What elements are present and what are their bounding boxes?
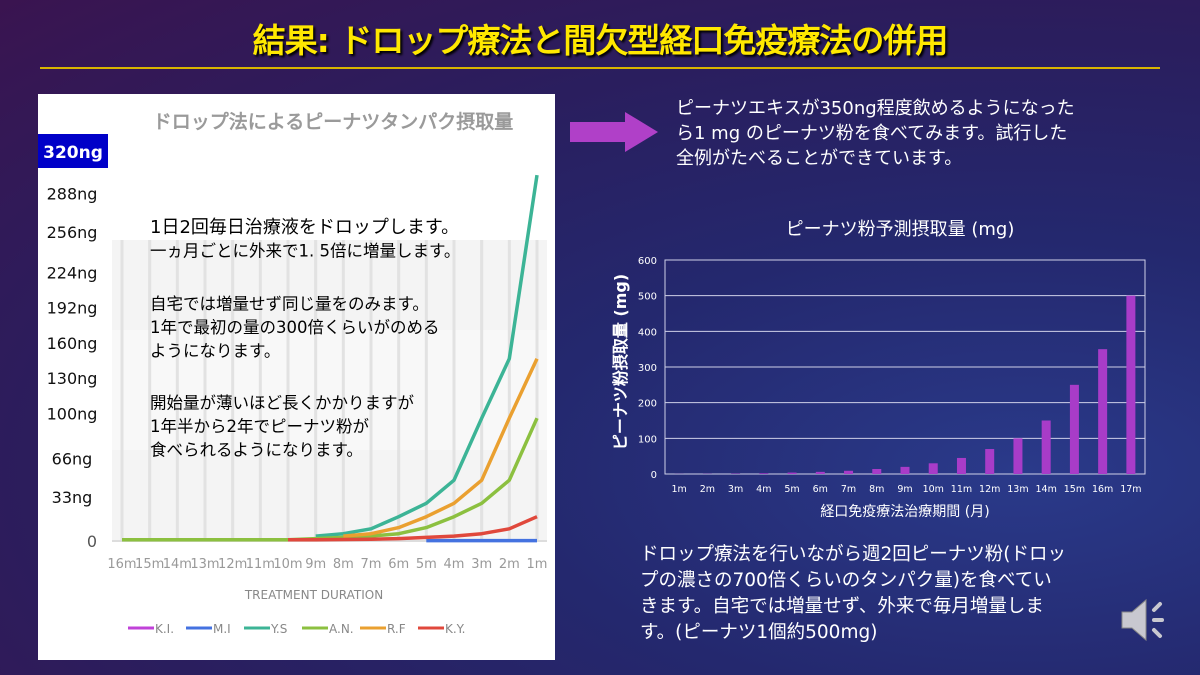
text-line: 全例がたべることができています。 bbox=[676, 148, 963, 169]
y-tick-label: 256ng bbox=[47, 223, 98, 242]
legend-label: K.I. bbox=[155, 622, 174, 636]
x-tick-label: 8m bbox=[333, 557, 354, 572]
x-tick-label: 6m bbox=[388, 557, 409, 572]
annotation-text: 食べられるようになります。 bbox=[150, 441, 363, 460]
y-tick-label: 288ng bbox=[47, 184, 98, 203]
title-underline bbox=[40, 67, 1160, 69]
y-tick-label: 66ng bbox=[52, 449, 93, 468]
annotation-text: 自宅では増量せず同じ量をのみます。 bbox=[150, 295, 429, 314]
annotation-text: ようになります。 bbox=[150, 342, 280, 361]
x-tick-label: 9m bbox=[305, 557, 326, 572]
y-tick-label: 0 bbox=[87, 532, 97, 551]
series-line-YS bbox=[315, 174, 539, 538]
legend-label: A.N. bbox=[329, 622, 354, 636]
annotation-text: 1年半から2年でピーナツ粉が bbox=[150, 417, 369, 436]
arrow-right-icon bbox=[570, 112, 658, 152]
legend-label: M.I bbox=[213, 622, 231, 636]
y-tick-label: 33ng bbox=[52, 488, 93, 507]
text-line: きます。自宅では増量せず、外来で毎月増量しま bbox=[640, 596, 1044, 617]
y-max-label-bg bbox=[38, 134, 108, 168]
x-tick-label: 14m bbox=[163, 557, 192, 572]
y-tick-label: 224ng bbox=[47, 263, 98, 282]
y-tick-label: 320ng bbox=[43, 143, 103, 163]
text-line: プの濃さの700倍くらいのタンパク量)を食べてい bbox=[640, 570, 1052, 591]
x-tick-label: 2m bbox=[499, 557, 520, 572]
speaker-icon[interactable] bbox=[1118, 590, 1178, 650]
x-tick-label: 16m bbox=[107, 557, 136, 572]
legend-label: Y.S bbox=[270, 622, 287, 636]
annotation-text: 開始量が薄いほど長くかかりますが bbox=[150, 394, 415, 413]
x-tick-label: 11m bbox=[246, 557, 275, 572]
plot-band bbox=[112, 330, 547, 450]
y-tick-label: 100ng bbox=[47, 404, 98, 423]
y-tick-label: 130ng bbox=[47, 369, 98, 388]
annotation-text: 1日2回毎日治療液をドロップします。 bbox=[150, 217, 459, 238]
text-line: す。(ピーナツ1個約500mg) bbox=[640, 622, 878, 643]
legend-label: K.Y. bbox=[445, 622, 465, 636]
chart-title: ドロップ法によるピーナツタンパク摂取量 bbox=[153, 110, 513, 133]
x-tick-label: 3m bbox=[471, 557, 492, 572]
x-tick-label: 7m bbox=[361, 557, 382, 572]
legend-label: R.F bbox=[387, 622, 406, 636]
text-line: ら1 mg のピーナツ粉を食べてみます。試行した bbox=[676, 123, 1068, 144]
series-line-RF bbox=[343, 357, 539, 538]
right-top-text: ピーナツエキスが350ng程度飲めるようになった ら1 mg のピーナツ粉を食べ… bbox=[676, 96, 1166, 171]
x-tick-label: 1m bbox=[527, 557, 548, 572]
x-tick-label: 5m bbox=[416, 557, 437, 572]
x-tick-label: 12m bbox=[218, 557, 247, 572]
x-tick-label: 10m bbox=[273, 557, 302, 572]
x-axis-title: TREATMENT DURATION bbox=[244, 588, 383, 602]
text-line: ピーナツエキスが350ng程度飲めるようになった bbox=[676, 98, 1075, 119]
right-bottom-text: ドロップ療法を行いながら週2回ピーナツ粉(ドロッ プの濃さの700倍くらいのタン… bbox=[640, 542, 1130, 646]
slide-title: 結果: ドロップ療法と間欠型経口免疫療法の併用 bbox=[252, 21, 949, 60]
x-tick-label: 4m bbox=[444, 557, 465, 572]
y-tick-label: 192ng bbox=[47, 299, 98, 318]
text-line: ドロップ療法を行いながら週2回ピーナツ粉(ドロッ bbox=[640, 544, 1066, 565]
x-tick-label: 13m bbox=[190, 557, 219, 572]
y-tick-label: 160ng bbox=[47, 334, 98, 353]
series-line-KY bbox=[288, 515, 538, 542]
annotation-text: 一ヵ月ごとに外来で1. 5倍に増量します。 bbox=[150, 242, 460, 261]
annotation-text: 1年で最初の量の300倍くらいがのめる bbox=[150, 318, 440, 337]
x-tick-label: 15m bbox=[135, 557, 164, 572]
